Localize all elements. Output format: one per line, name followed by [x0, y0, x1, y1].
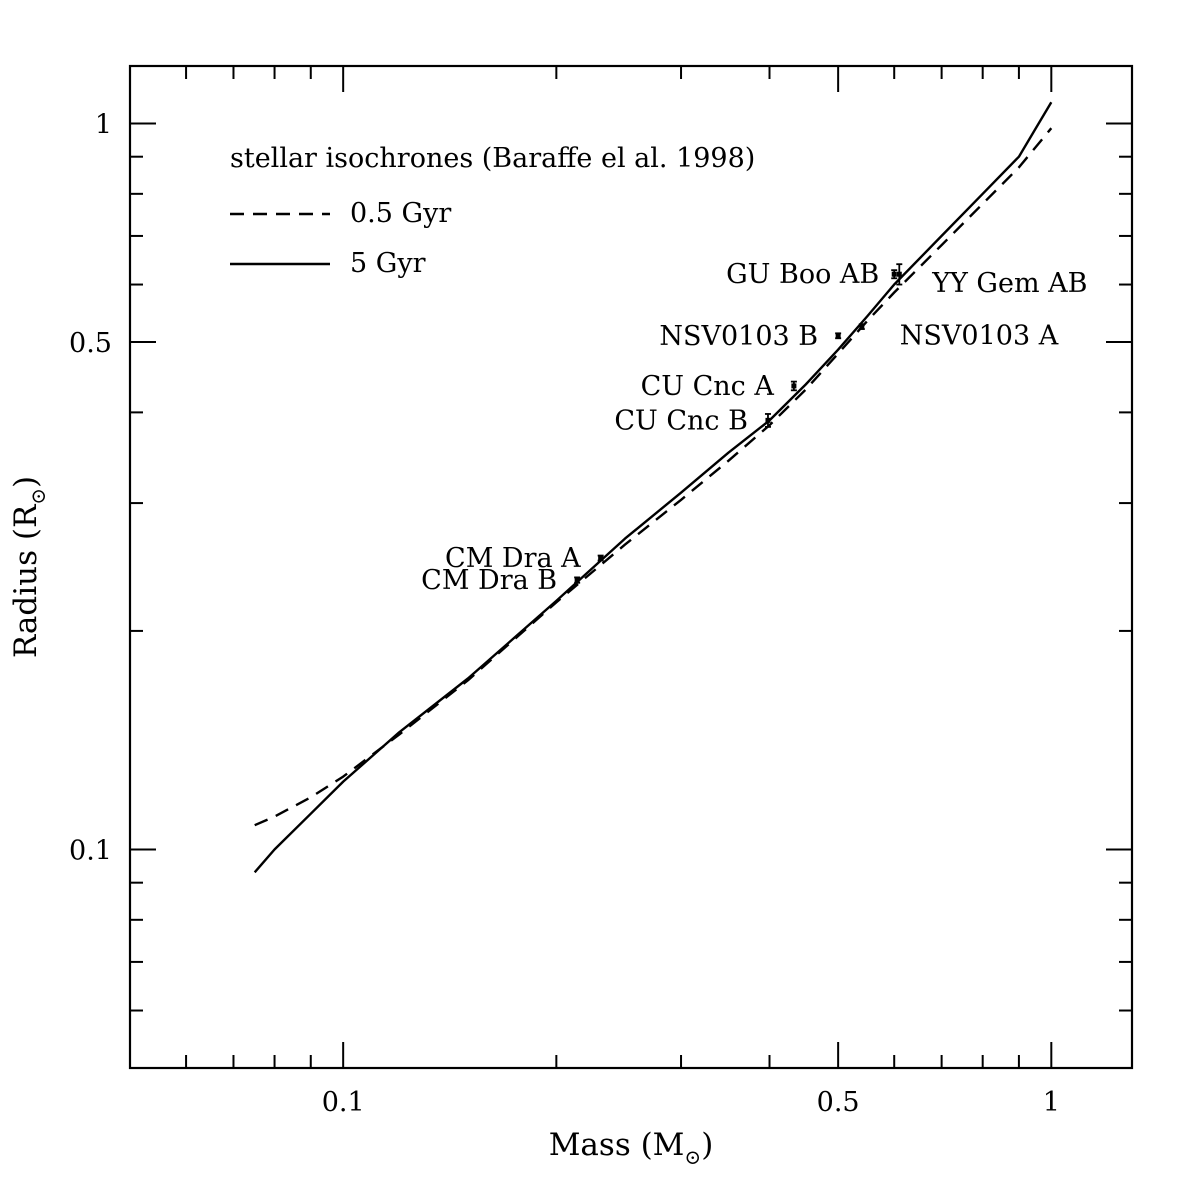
- data-point: [896, 271, 902, 277]
- data-point: [574, 577, 580, 583]
- x-tick-label: 0.5: [817, 1087, 860, 1118]
- x-axis-title: Mass (M⊙): [549, 1127, 714, 1169]
- x-tick-label: 0.1: [322, 1087, 365, 1118]
- y-axis-title: Radius (R⊙): [8, 476, 50, 658]
- legend-label-0: 0.5 Gyr: [350, 198, 451, 229]
- axis-tick-labels: 0.1 0.5 1 0.1 0.5 1: [69, 109, 1060, 1118]
- point-label: CU Cnc B: [614, 405, 748, 436]
- data-point: [765, 417, 771, 423]
- point-label: GU Boo AB: [726, 259, 879, 290]
- data-points: GU Boo AB YY Gem AB NSV0103 B NSV0103 A CU C…: [421, 259, 1087, 596]
- point-label: CU Cnc A: [641, 371, 775, 402]
- point-label: NSV0103 A: [900, 321, 1059, 352]
- x-tick-label: 1: [1043, 1087, 1060, 1118]
- data-point: [791, 383, 797, 389]
- legend-title: stellar isochrones (Baraffe el al. 1998): [230, 143, 755, 174]
- legend-label-1: 5 Gyr: [350, 248, 426, 279]
- y-tick-label: 1: [95, 109, 112, 140]
- legend: stellar isochrones (Baraffe el al. 1998)…: [230, 143, 755, 279]
- data-point: [859, 324, 865, 330]
- plot-frame: [128, 64, 1134, 1070]
- y-tick-label: 0.5: [69, 328, 112, 359]
- y-tick-label: 0.1: [69, 835, 112, 866]
- data-point: [598, 555, 604, 561]
- data-point: [891, 271, 897, 277]
- point-label: NSV0103 B: [659, 321, 818, 352]
- data-point: [835, 333, 841, 339]
- point-label: CM Dra B: [421, 565, 557, 596]
- point-label: CM Dra A: [445, 543, 581, 574]
- series-line-0: [254, 127, 1053, 827]
- point-label: YY Gem AB: [931, 268, 1087, 299]
- series-line-1: [253, 101, 1053, 874]
- axis-ticks: [130, 66, 1132, 1068]
- isochrone-curves: [253, 101, 1053, 874]
